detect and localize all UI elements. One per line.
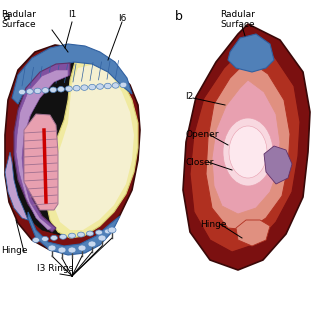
Ellipse shape <box>78 245 86 251</box>
Polygon shape <box>16 70 68 230</box>
Polygon shape <box>13 58 130 235</box>
Ellipse shape <box>73 85 80 91</box>
Ellipse shape <box>48 245 56 251</box>
Polygon shape <box>206 60 290 230</box>
Ellipse shape <box>50 87 57 92</box>
Ellipse shape <box>229 126 267 178</box>
Ellipse shape <box>60 234 67 239</box>
Polygon shape <box>228 34 274 72</box>
Ellipse shape <box>98 235 106 241</box>
Text: Closer: Closer <box>185 158 213 167</box>
Polygon shape <box>14 63 70 232</box>
Text: I6: I6 <box>118 14 126 23</box>
Polygon shape <box>46 58 138 238</box>
Polygon shape <box>24 114 58 210</box>
Text: b: b <box>175 10 183 23</box>
Ellipse shape <box>51 235 58 240</box>
Ellipse shape <box>42 88 49 93</box>
Ellipse shape <box>77 232 84 237</box>
Polygon shape <box>236 220 270 246</box>
Text: I2: I2 <box>185 92 193 101</box>
Polygon shape <box>5 152 28 220</box>
Polygon shape <box>183 24 310 270</box>
Ellipse shape <box>105 229 111 234</box>
Text: I1: I1 <box>68 10 76 19</box>
Ellipse shape <box>108 227 116 233</box>
Text: Hinge: Hinge <box>1 246 28 255</box>
Text: a: a <box>2 10 10 23</box>
Ellipse shape <box>68 233 76 238</box>
Ellipse shape <box>58 247 66 253</box>
Ellipse shape <box>95 230 102 235</box>
Polygon shape <box>190 40 300 252</box>
Polygon shape <box>12 44 132 104</box>
Ellipse shape <box>26 89 33 94</box>
Text: Opener: Opener <box>185 130 219 139</box>
Text: Radular
Surface: Radular Surface <box>220 10 255 29</box>
Polygon shape <box>212 80 280 214</box>
Ellipse shape <box>33 237 39 243</box>
Polygon shape <box>264 146 292 184</box>
Ellipse shape <box>58 86 65 92</box>
Ellipse shape <box>19 89 26 95</box>
Ellipse shape <box>223 118 273 186</box>
Text: I3 Rings: I3 Rings <box>37 264 73 273</box>
Polygon shape <box>5 45 140 253</box>
Ellipse shape <box>112 83 119 88</box>
Ellipse shape <box>89 84 96 90</box>
Text: Radular
Surface: Radular Surface <box>1 10 36 29</box>
Ellipse shape <box>104 83 111 89</box>
Ellipse shape <box>120 82 127 88</box>
Polygon shape <box>28 212 120 255</box>
Ellipse shape <box>68 247 76 253</box>
Ellipse shape <box>65 86 72 92</box>
Ellipse shape <box>81 85 88 90</box>
Polygon shape <box>52 64 134 230</box>
Ellipse shape <box>97 84 103 89</box>
Ellipse shape <box>86 231 93 236</box>
Text: Hinge: Hinge <box>200 220 227 229</box>
Ellipse shape <box>34 88 41 94</box>
Ellipse shape <box>88 241 96 247</box>
Ellipse shape <box>42 236 49 241</box>
